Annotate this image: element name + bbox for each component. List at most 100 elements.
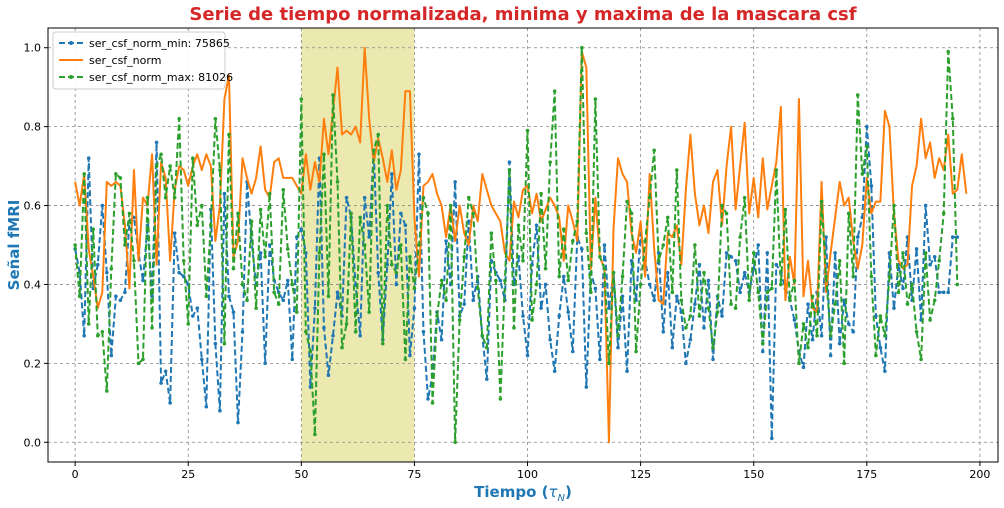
series-point [914,330,919,334]
series-point [833,251,837,255]
series-point [914,247,919,251]
series-point [525,353,530,358]
series-point [190,314,195,318]
series-point [222,341,227,346]
series-point [860,172,865,176]
legend-box [52,31,226,90]
series-point [326,294,331,299]
series-point [652,148,656,153]
series-point [109,266,114,271]
series-point [195,306,200,310]
series-point [625,199,629,204]
series-point [887,274,892,279]
series-point [810,337,815,342]
series-point [86,322,91,326]
series-point [611,270,616,275]
series-point [73,243,77,247]
series-point [851,274,856,279]
series-point [693,243,697,247]
series-point [304,330,308,334]
series-point [923,203,928,208]
series-point [439,337,444,342]
series-point [367,235,371,239]
series-point [181,258,186,263]
series-point [779,282,783,287]
series-point [471,211,476,216]
series-point [919,357,923,362]
series-point [331,93,335,97]
series-point [453,440,457,445]
series-point [792,278,797,283]
series-point [548,337,552,342]
series-point [869,274,874,279]
series-point [349,211,353,216]
series-point [806,345,810,350]
series-point [335,290,340,295]
series-point [910,282,914,287]
series-point [774,168,779,172]
series-point [534,223,539,228]
series-point [539,191,543,196]
series-point [258,207,263,212]
series-point [874,314,878,318]
series-point [177,116,181,121]
series-point [471,298,476,303]
series-point [720,203,724,208]
series-point [874,353,878,358]
x-axis-label-text: Tiempo ( [474,483,548,501]
series-point [281,187,286,192]
series-point [702,270,706,275]
series-point [824,274,828,279]
series-point [494,278,498,283]
series-point [530,318,534,322]
series-point [729,302,733,306]
series-point [154,140,159,145]
series-layer [73,45,968,445]
series-point [263,361,267,366]
series-point [231,266,236,271]
series-point [566,310,571,314]
series-point [426,211,430,216]
series-point [172,195,177,200]
series-point [552,369,557,374]
series-point [760,349,765,354]
series-point [448,203,453,208]
series-point [322,152,326,157]
series-point [638,282,643,287]
series-point [602,266,607,271]
series-point [665,270,670,275]
series-point [462,255,466,259]
series-point [783,207,788,212]
x-axis-label-suffix: ) [565,483,572,501]
series-point [883,369,887,374]
series-point [715,310,720,314]
series-point [724,251,729,255]
series-point [602,243,607,247]
series-point [512,326,516,330]
series-point [123,290,127,295]
series-point [453,180,457,184]
tick-layer: 0 25 50 75 100 125 150 175 200 0.0 0.2 0.4 0.6 0.8 1.0 [24,42,991,481]
series-point [394,270,399,275]
series-point [489,231,494,235]
series-point [177,270,181,275]
series-point [516,223,521,228]
series-point [285,247,290,251]
series-point [688,337,693,342]
series-point [430,401,435,405]
series-point [457,318,462,322]
series-point [810,294,815,299]
series-point [163,195,168,200]
series-point [819,333,824,338]
series-point [580,45,584,50]
series-point [399,243,403,247]
series-point [738,290,742,295]
series-point [946,49,951,54]
series-point [828,353,833,358]
y-tick-label: 1.0 [24,42,42,55]
series-point [150,326,154,330]
series-point [557,274,561,279]
series-point [95,262,100,267]
series-point [905,302,910,306]
series-point [376,270,381,275]
